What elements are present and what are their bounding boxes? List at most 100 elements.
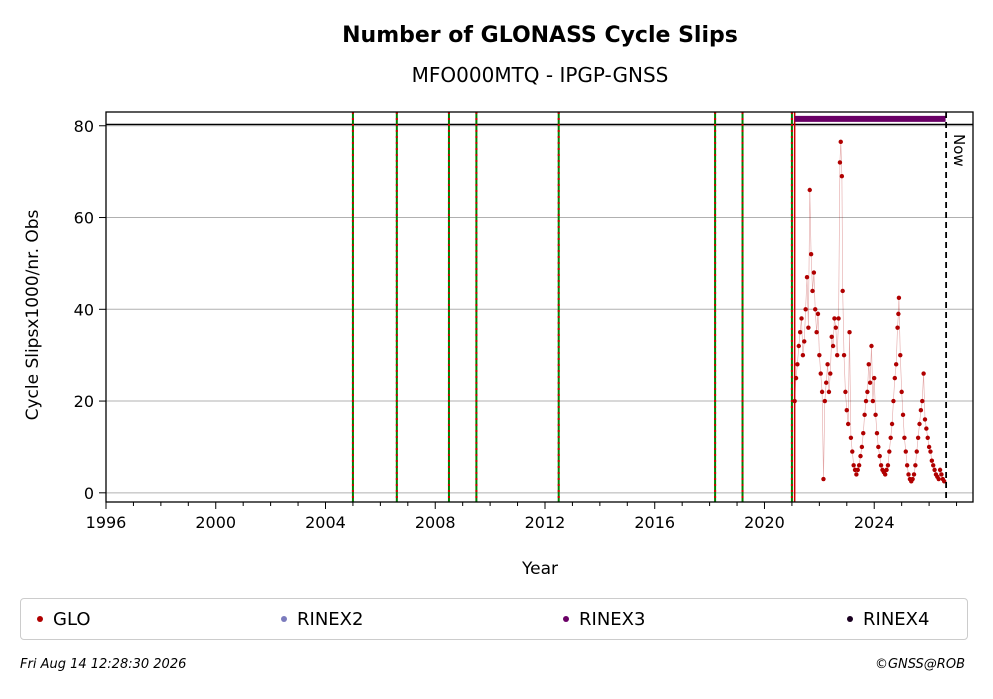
data-point [834,352,840,358]
now-label: Now [950,134,968,167]
data-point [795,362,800,367]
data-point [828,371,833,376]
data-point [906,472,911,477]
data-point [911,472,917,477]
data-point [921,371,926,376]
plot-area: Now 1996 2000 2004 2008 2012 2016 2020 2024 0 20 40… [74,111,974,532]
data-point [807,187,812,193]
data-point [931,463,936,468]
data-point [813,307,818,312]
data-point [851,463,856,468]
data-point [889,421,895,427]
data-point [848,435,854,440]
chart-title: Number of GLONASS Cycle Slips [342,23,738,48]
data-point [877,453,882,459]
y-tick-label: 80 [74,117,94,136]
data-point [885,463,891,468]
footer-timestamp: Fri Aug 14 12:28:30 2026 [20,657,187,672]
x-tick-label: 2024 [854,513,895,532]
legend-label-glo: GLO [53,608,91,630]
data-point [833,325,839,330]
data-point [874,430,880,436]
data-point [861,430,866,436]
data-point [841,352,847,358]
rinex4-marker-icon [847,616,853,622]
data-point [917,421,922,427]
data-point [818,371,823,376]
data-point [888,435,893,440]
data-point [863,398,869,404]
data-point [928,449,933,454]
data-point [859,444,865,450]
data-point [895,325,900,330]
data-point [799,316,804,321]
data-point [815,311,821,317]
data-point [797,330,803,335]
data-point [883,472,888,477]
x-axis-label: Year [521,559,558,579]
data-point [847,330,852,335]
data-point [837,160,843,165]
data-point [811,270,817,275]
axes-frame [105,111,974,503]
data-point [903,449,908,454]
data-point [836,316,841,321]
data-point [824,380,829,385]
legend-label-rinex2: RINEX2 [297,608,364,630]
y-tick-label: 60 [74,209,94,228]
data-point [910,476,915,482]
x-tick-label: 1996 [86,513,127,532]
data-point [867,380,873,385]
data-point [838,139,843,145]
x-tick-label: 2016 [634,513,675,532]
data-point [856,463,862,468]
data-point [924,426,929,431]
data-point [925,435,930,440]
data-point [866,362,871,367]
data-point [898,352,903,358]
data-point [803,307,808,312]
data-point [840,288,845,294]
y-tick-label: 20 [74,392,94,411]
data-point [929,458,935,463]
x-tick-label: 2012 [525,513,566,532]
rinex2-marker-icon [281,616,287,622]
data-point [814,330,819,335]
data-point [891,398,896,404]
data-point [873,412,878,418]
data-point [850,449,855,454]
data-point [922,417,928,422]
data-point [939,472,944,477]
data-point [893,362,899,367]
legend-item-glo: GLO [37,599,91,639]
legend-label-rinex4: RINEX4 [863,608,930,630]
data-point [862,412,867,418]
data-point [844,408,849,413]
data-point [830,343,836,349]
data-point [876,444,881,450]
data-point [821,476,826,482]
data-point [936,476,941,482]
glo-marker-icon [37,616,43,622]
data-point [817,352,822,358]
data-point [892,375,898,381]
data-point [937,467,943,473]
data-point [792,398,797,404]
data-point [900,412,906,418]
data-point [855,467,860,473]
data-point [887,449,892,454]
data-point [872,375,877,381]
data-point [845,421,851,427]
data-point [822,398,828,404]
data-point [825,362,830,367]
y-axis-label: Cycle Slipsx1000/nr. Obs [23,209,43,420]
data-point [839,174,845,179]
data-point [918,408,924,413]
data-point [884,467,889,473]
data-point [896,311,901,317]
data-point [796,343,801,349]
legend-item-rinex4: RINEX4 [847,599,929,639]
data-point [915,435,921,440]
data-point [854,472,859,477]
